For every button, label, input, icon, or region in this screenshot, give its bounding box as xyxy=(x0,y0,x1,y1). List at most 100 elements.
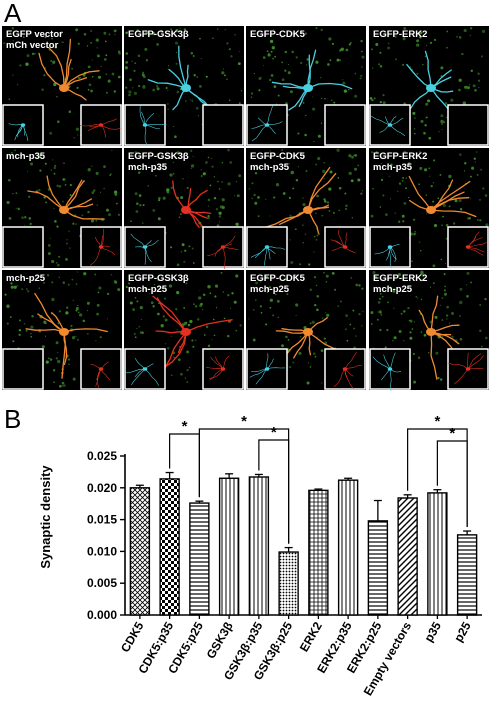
synaptic-puncta xyxy=(169,156,171,158)
synaptic-puncta xyxy=(340,47,344,52)
synaptic-puncta xyxy=(281,78,285,82)
synaptic-puncta xyxy=(476,173,479,176)
synaptic-puncta xyxy=(190,164,195,168)
synaptic-puncta xyxy=(284,50,288,54)
inset-egfp-neuron-dendrite xyxy=(389,124,406,136)
synaptic-puncta xyxy=(234,34,236,36)
synaptic-puncta xyxy=(199,85,202,88)
synaptic-puncta xyxy=(113,90,117,93)
bar-chart: Synaptic density 0.000 0.005 0.010 0.015 0.0… xyxy=(38,413,482,698)
synaptic-puncta xyxy=(377,311,379,313)
synaptic-puncta xyxy=(401,214,405,218)
synaptic-puncta xyxy=(162,315,165,318)
synaptic-puncta xyxy=(346,339,349,342)
synaptic-puncta xyxy=(53,172,56,175)
inset-mcherry-frame xyxy=(80,226,122,268)
y-axis-label: Synaptic density xyxy=(38,465,53,569)
inset-mcherry-neuron-dendrite xyxy=(222,246,226,269)
synaptic-puncta xyxy=(269,215,271,217)
synaptic-puncta xyxy=(302,154,305,157)
synaptic-puncta xyxy=(223,74,226,77)
synaptic-puncta xyxy=(180,213,182,215)
synaptic-puncta xyxy=(442,336,444,338)
synaptic-puncta xyxy=(344,192,347,195)
synaptic-puncta xyxy=(200,58,202,60)
neuron-dendrite xyxy=(271,81,309,89)
synaptic-puncta xyxy=(313,275,317,279)
synaptic-puncta xyxy=(328,37,332,41)
synaptic-puncta xyxy=(379,293,382,295)
synaptic-puncta xyxy=(420,298,423,301)
synaptic-puncta xyxy=(155,85,159,88)
synaptic-puncta xyxy=(398,182,402,185)
inset-mcherry xyxy=(324,104,366,146)
synaptic-puncta xyxy=(227,294,230,297)
synaptic-puncta xyxy=(276,299,280,303)
inset-mcherry-neuron-dendrite xyxy=(333,368,346,387)
synaptic-puncta xyxy=(470,281,473,284)
synaptic-puncta xyxy=(454,199,458,203)
inset-mcherry-neuron-dendrite xyxy=(467,242,487,248)
bar xyxy=(427,492,448,616)
synaptic-puncta xyxy=(292,187,295,190)
synaptic-puncta xyxy=(425,194,428,196)
synaptic-puncta xyxy=(331,42,334,45)
synaptic-puncta xyxy=(114,193,118,196)
synaptic-puncta xyxy=(133,69,136,72)
synaptic-puncta xyxy=(90,219,95,223)
synaptic-puncta xyxy=(342,81,346,85)
synaptic-puncta xyxy=(221,181,223,183)
synaptic-puncta xyxy=(393,336,397,340)
synaptic-puncta xyxy=(155,289,157,291)
synaptic-puncta xyxy=(331,272,335,275)
synaptic-puncta xyxy=(443,289,447,292)
synaptic-puncta xyxy=(229,307,232,309)
inset-egfp-neuron-dendrite xyxy=(389,368,392,391)
neuron-dendrite xyxy=(430,331,438,380)
neuron-dendrite xyxy=(408,175,432,211)
synaptic-puncta xyxy=(61,31,63,33)
synaptic-puncta xyxy=(82,319,86,323)
synaptic-puncta xyxy=(90,42,92,44)
synaptic-puncta xyxy=(429,286,432,288)
inset-egfp-neuron-soma xyxy=(264,123,270,127)
synaptic-puncta xyxy=(390,163,393,166)
neuron-dendrite xyxy=(293,331,309,359)
synaptic-puncta xyxy=(75,306,79,311)
inset-egfp-neuron-soma xyxy=(264,367,270,371)
inset-egfp-neuron-dendrite xyxy=(249,368,268,378)
inset-egfp-neuron-dendrite xyxy=(8,123,24,126)
synaptic-puncta xyxy=(392,289,396,293)
synaptic-puncta xyxy=(187,323,191,327)
inset-mcherry-neuron-soma xyxy=(342,367,348,371)
neuron-dendrite xyxy=(152,295,187,333)
inset-mcherry xyxy=(447,348,489,390)
synaptic-puncta xyxy=(444,262,447,264)
synaptic-puncta xyxy=(143,84,145,87)
synaptic-puncta xyxy=(76,271,78,273)
synaptic-puncta xyxy=(175,308,178,311)
synaptic-puncta xyxy=(350,179,354,183)
synaptic-puncta xyxy=(265,275,268,279)
synaptic-puncta xyxy=(348,43,351,46)
synaptic-puncta xyxy=(78,313,83,317)
neuron-soma xyxy=(181,206,191,214)
neuron-soma xyxy=(181,328,191,336)
synaptic-puncta xyxy=(387,42,390,45)
synaptic-puncta xyxy=(207,216,210,220)
synaptic-puncta xyxy=(402,220,405,223)
synaptic-puncta xyxy=(44,335,47,337)
synaptic-puncta xyxy=(441,123,444,125)
synaptic-puncta xyxy=(207,156,210,159)
synaptic-puncta xyxy=(60,41,62,43)
synaptic-puncta xyxy=(67,358,71,361)
x-tick-label: p35 xyxy=(422,619,445,644)
synaptic-puncta xyxy=(75,28,79,32)
synaptic-puncta xyxy=(290,260,294,265)
synaptic-puncta xyxy=(351,155,354,159)
synaptic-puncta xyxy=(361,325,363,327)
synaptic-puncta xyxy=(262,65,265,67)
synaptic-puncta xyxy=(157,278,160,282)
synaptic-puncta xyxy=(270,50,273,53)
synaptic-puncta xyxy=(351,217,353,219)
